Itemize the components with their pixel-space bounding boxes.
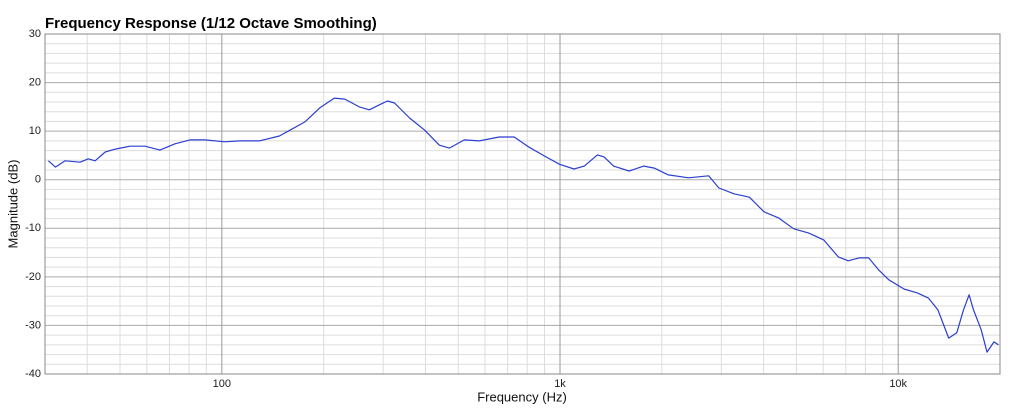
y-tick-label: 0 (35, 174, 41, 186)
y-tick-label: -20 (25, 271, 41, 283)
y-tick-label: 20 (29, 76, 41, 88)
x-tick-label: 1k (554, 378, 566, 390)
plot-area (44, 33, 1001, 375)
y-tick-label: -30 (25, 319, 41, 331)
x-tick-label: 100 (213, 378, 231, 390)
y-tick-label: -40 (25, 368, 41, 380)
y-axis-title: Magnitude (dB) (5, 160, 20, 249)
line-series (47, 97, 999, 353)
plot-frame (44, 33, 1001, 375)
y-tick-label: -10 (25, 222, 41, 234)
y-tick-label: 10 (29, 125, 41, 137)
chart-title: Frequency Response (1/12 Octave Smoothin… (45, 15, 377, 32)
y-tick-label: 30 (29, 28, 41, 40)
x-tick-label: 10k (889, 378, 907, 390)
x-axis-title: Frequency (Hz) (477, 389, 567, 404)
